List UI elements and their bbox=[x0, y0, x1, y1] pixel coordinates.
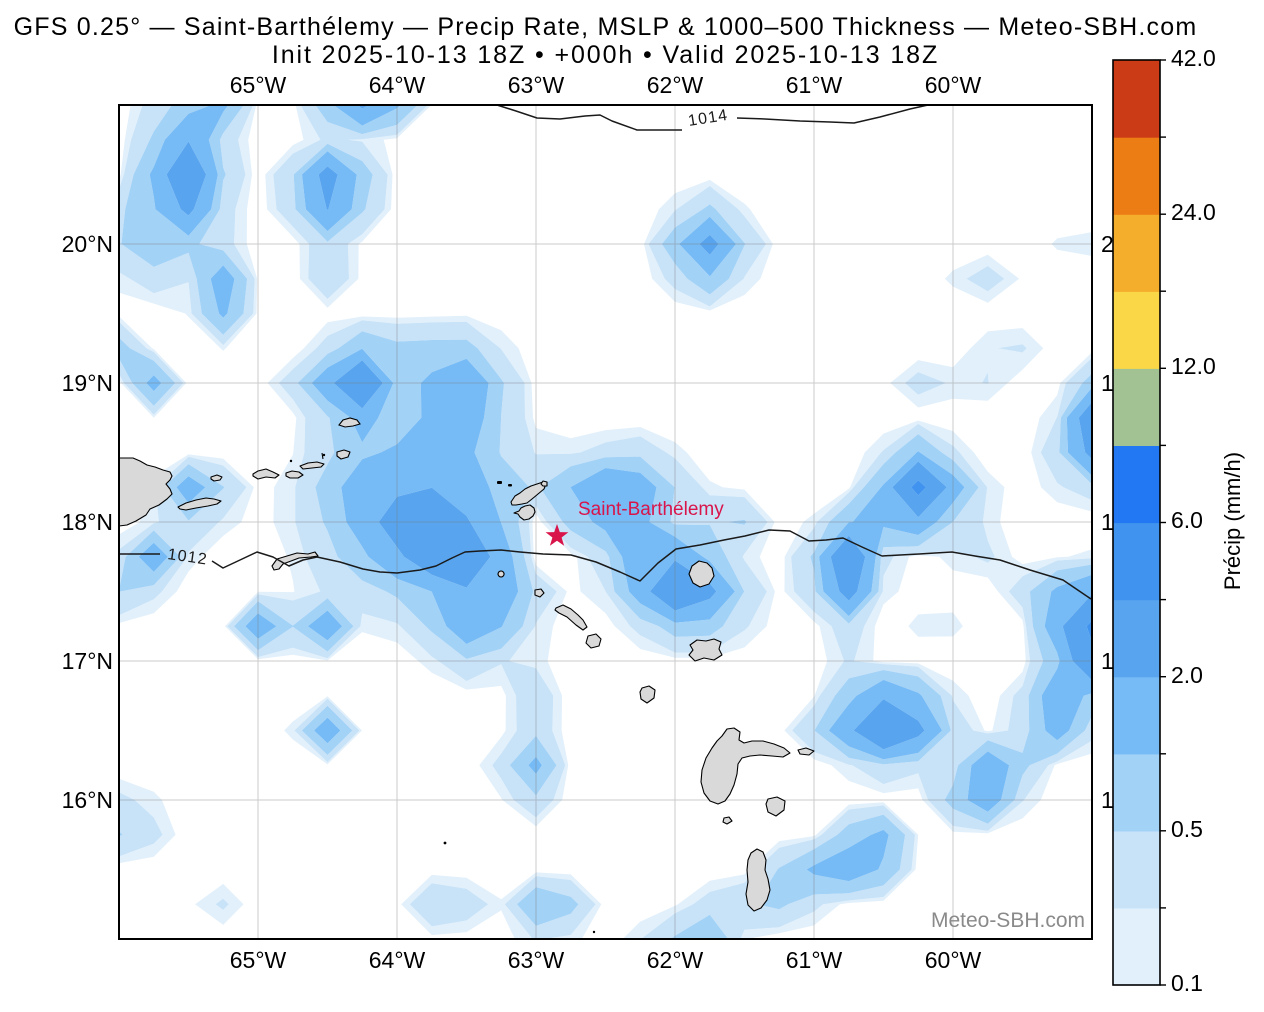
svg-text:1: 1 bbox=[1101, 370, 1114, 396]
svg-text:Meteo-SBH.com: Meteo-SBH.com bbox=[931, 909, 1085, 932]
svg-text:1: 1 bbox=[1101, 648, 1114, 674]
svg-text:Saint-Barthélemy: Saint-Barthélemy bbox=[578, 499, 724, 520]
svg-text:0.1: 0.1 bbox=[1171, 970, 1203, 996]
svg-text:2.0: 2.0 bbox=[1171, 662, 1203, 688]
svg-text:0.5: 0.5 bbox=[1171, 816, 1203, 842]
svg-text:2: 2 bbox=[1101, 231, 1114, 257]
svg-text:42.0: 42.0 bbox=[1171, 45, 1216, 71]
svg-text:1012: 1012 bbox=[166, 546, 208, 568]
svg-text:1: 1 bbox=[1101, 509, 1114, 535]
svg-text:1014: 1014 bbox=[687, 107, 730, 130]
svg-text:1: 1 bbox=[1101, 787, 1114, 813]
svg-text:6.0: 6.0 bbox=[1171, 507, 1203, 533]
svg-text:24.0: 24.0 bbox=[1171, 199, 1216, 225]
svg-text:12.0: 12.0 bbox=[1171, 353, 1216, 379]
svg-text:Précip (mm/h): Précip (mm/h) bbox=[1220, 452, 1245, 590]
